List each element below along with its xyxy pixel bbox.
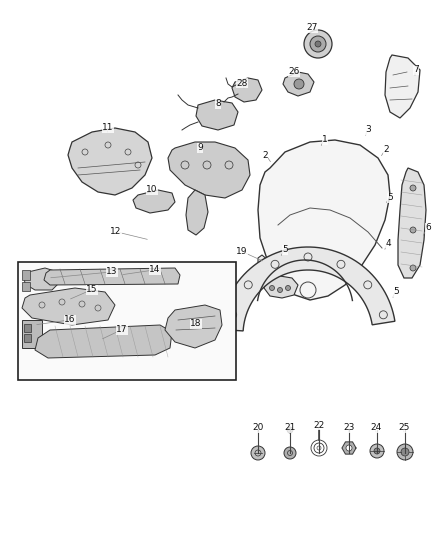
Circle shape	[370, 444, 384, 458]
Text: 2: 2	[383, 146, 389, 155]
Polygon shape	[264, 276, 298, 298]
Polygon shape	[232, 78, 262, 102]
Bar	[22, 282, 30, 291]
Circle shape	[410, 265, 416, 271]
Text: 22: 22	[313, 421, 325, 430]
Text: 5: 5	[393, 287, 399, 296]
Circle shape	[287, 427, 293, 433]
Text: 9: 9	[197, 143, 203, 152]
Polygon shape	[35, 325, 172, 358]
Bar	[22, 320, 42, 348]
Circle shape	[304, 30, 332, 58]
Circle shape	[286, 286, 290, 290]
Polygon shape	[398, 168, 426, 278]
Circle shape	[310, 36, 326, 52]
Text: 8: 8	[215, 100, 221, 109]
Polygon shape	[22, 288, 115, 325]
Circle shape	[294, 79, 304, 89]
Polygon shape	[258, 140, 390, 300]
Text: 11: 11	[102, 124, 114, 133]
Text: 14: 14	[149, 265, 161, 274]
Text: 18: 18	[190, 319, 202, 328]
Text: 3: 3	[365, 125, 371, 134]
Text: 25: 25	[398, 424, 410, 432]
Bar	[22, 270, 30, 280]
Circle shape	[397, 444, 413, 460]
Polygon shape	[165, 305, 222, 348]
Circle shape	[251, 446, 265, 460]
Polygon shape	[258, 255, 282, 285]
Text: 21: 21	[284, 424, 296, 432]
Polygon shape	[168, 142, 250, 198]
Polygon shape	[24, 268, 60, 290]
Circle shape	[410, 185, 416, 191]
Text: 6: 6	[425, 223, 431, 232]
Text: 12: 12	[110, 228, 122, 237]
Text: 27: 27	[306, 23, 318, 33]
Bar	[18, 262, 236, 380]
Circle shape	[315, 41, 321, 47]
Polygon shape	[186, 190, 208, 235]
Polygon shape	[283, 72, 314, 96]
Circle shape	[401, 448, 409, 456]
Circle shape	[410, 227, 416, 233]
Polygon shape	[220, 247, 395, 331]
Polygon shape	[342, 442, 356, 454]
Text: 28: 28	[237, 78, 247, 87]
Text: 5: 5	[387, 193, 393, 203]
Bar	[24, 334, 31, 342]
Circle shape	[374, 448, 380, 454]
Polygon shape	[68, 128, 152, 195]
Text: 23: 23	[343, 424, 355, 432]
Text: 13: 13	[106, 268, 118, 277]
Text: 15: 15	[86, 286, 98, 295]
Text: 4: 4	[385, 238, 391, 247]
Text: 20: 20	[252, 424, 264, 432]
Bar	[24, 324, 31, 332]
Text: 1: 1	[322, 135, 328, 144]
Text: 26: 26	[288, 68, 300, 77]
Text: 7: 7	[413, 66, 419, 75]
Polygon shape	[385, 55, 420, 118]
Text: 10: 10	[146, 185, 158, 195]
Text: 19: 19	[236, 247, 248, 256]
Circle shape	[269, 286, 275, 290]
Text: 17: 17	[116, 326, 128, 335]
Circle shape	[284, 447, 296, 459]
Text: 2: 2	[262, 150, 268, 159]
Polygon shape	[44, 268, 180, 285]
Polygon shape	[196, 100, 238, 130]
Text: 5: 5	[282, 246, 288, 254]
Text: 24: 24	[371, 424, 381, 432]
Circle shape	[278, 287, 283, 293]
Circle shape	[346, 445, 352, 451]
Polygon shape	[133, 190, 175, 213]
Text: 16: 16	[64, 316, 76, 325]
